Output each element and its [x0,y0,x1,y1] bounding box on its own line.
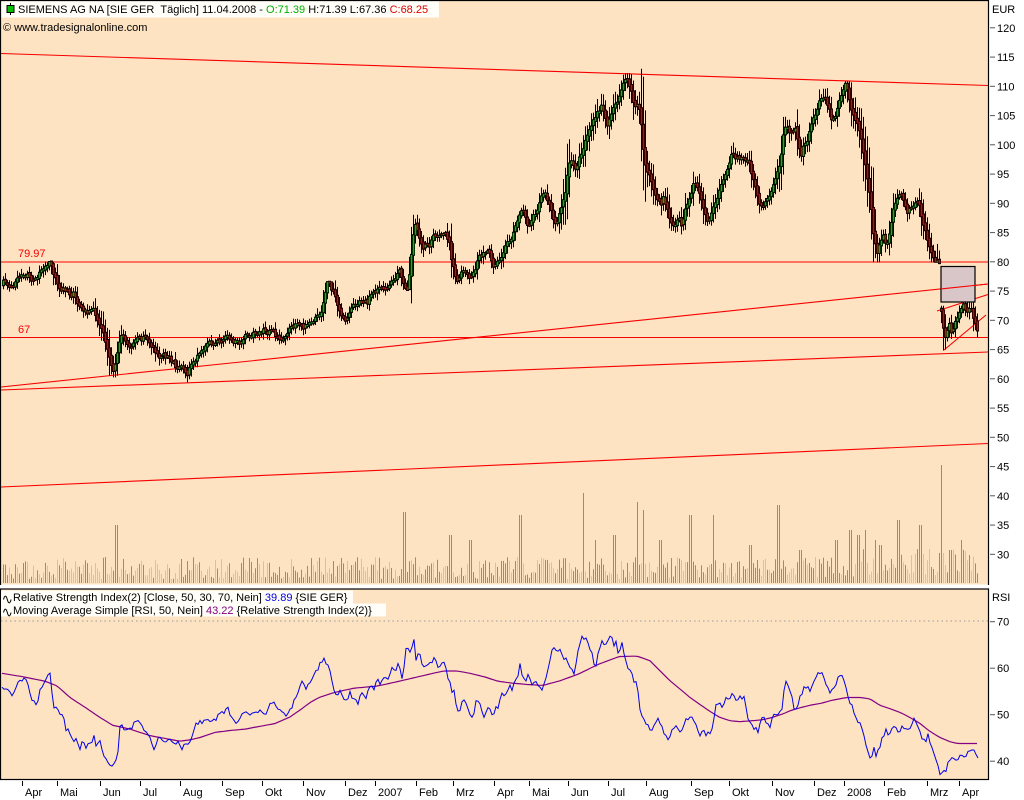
svg-text:115: 115 [997,52,1015,64]
svg-text:Feb: Feb [887,787,906,799]
svg-text:Aug: Aug [649,787,669,799]
svg-text:50: 50 [997,432,1009,444]
svg-text:Jun: Jun [103,787,121,799]
svg-text:79.97: 79.97 [18,248,46,260]
svg-text:Apr: Apr [497,787,514,799]
svg-text:55: 55 [997,403,1009,415]
svg-text:Nov: Nov [306,787,326,799]
svg-text:Apr: Apr [25,787,42,799]
svg-text:EUR: EUR [992,4,1015,16]
svg-text:45: 45 [997,462,1009,474]
svg-text:Aug: Aug [183,787,203,799]
svg-text:Okt: Okt [265,787,282,799]
svg-text:Relative Strength Index(2) [Cl: Relative Strength Index(2) [Close, 50, 3… [13,592,348,604]
svg-text:60: 60 [997,374,1009,386]
svg-text:2007: 2007 [378,787,402,799]
svg-text:Nov: Nov [775,787,795,799]
svg-text:Apr: Apr [962,787,979,799]
svg-text:Jul: Jul [143,787,157,799]
svg-text:Mai: Mai [60,787,78,799]
svg-text:100: 100 [997,140,1015,152]
svg-text:105: 105 [997,111,1015,123]
svg-text:Sep: Sep [694,787,714,799]
svg-text:Mrz: Mrz [456,787,474,799]
svg-text:Mai: Mai [532,787,550,799]
svg-text:75: 75 [997,286,1009,298]
svg-text:Sep: Sep [225,787,245,799]
svg-text:Moving Average Simple [RSI, 50: Moving Average Simple [RSI, 50, Nein] 43… [13,605,372,617]
svg-text:35: 35 [997,520,1009,532]
svg-text:2008: 2008 [847,787,871,799]
svg-text:Feb: Feb [419,787,438,799]
svg-text:65: 65 [997,345,1009,357]
svg-text:90: 90 [997,198,1009,210]
svg-text:110: 110 [997,81,1015,93]
svg-text:40: 40 [997,756,1009,768]
svg-text:Okt: Okt [732,787,749,799]
svg-text:Jul: Jul [611,787,625,799]
svg-text:30: 30 [997,549,1009,561]
svg-text:Dez: Dez [348,787,368,799]
svg-text:120: 120 [997,23,1015,35]
svg-text:Dez: Dez [817,787,837,799]
svg-text:70: 70 [997,617,1009,629]
svg-text:60: 60 [997,663,1009,675]
svg-text:© www.tradesignalonline.com: © www.tradesignalonline.com [3,22,147,34]
svg-text:40: 40 [997,491,1009,503]
svg-text:RSI: RSI [992,592,1010,604]
svg-text:85: 85 [997,228,1009,240]
svg-text:50: 50 [997,710,1009,722]
svg-text:95: 95 [997,169,1009,181]
svg-text:67: 67 [18,324,30,336]
svg-text:70: 70 [997,315,1009,327]
svg-text:SIEMENS AG NA [SIE GER Täglic: SIEMENS AG NA [SIE GER Täglich] 11.04.20… [18,4,428,16]
svg-text:Jun: Jun [571,787,589,799]
svg-text:80: 80 [997,257,1009,269]
svg-text:Mrz: Mrz [930,787,948,799]
